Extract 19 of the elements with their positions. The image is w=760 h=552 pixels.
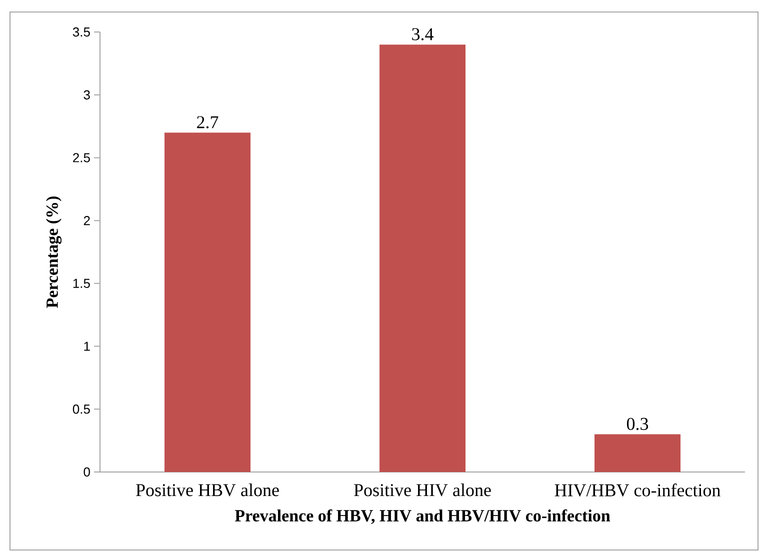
y-tick-label: 0 [84,467,90,477]
y-tick-label: 3 [84,90,90,100]
x-axis-title: Prevalence of HBV, HIV and HBV/HIV co-infection [234,509,610,524]
bar [164,132,251,472]
y-tick-label: 3.5 [72,27,90,37]
y-tick-label: 2.5 [73,153,90,162]
x-tick-label: Positive HBV alone [136,484,279,496]
data-label: 3.4 [412,28,434,40]
x-tick-label: HIV/HBV co-infection [554,484,720,496]
bar [594,434,681,472]
y-tick-label: 1 [84,342,90,351]
y-tick-label: 1.5 [73,278,90,288]
x-tick-label: Positive HIV alone [354,484,491,496]
data-label: 2.7 [197,116,218,128]
bar [380,44,466,472]
y-axis-title: Percentage (%) [46,196,62,308]
y-tick-label: 0.5 [72,404,90,414]
y-tick-label: 2 [84,216,90,226]
data-label: 0.3 [626,418,648,430]
